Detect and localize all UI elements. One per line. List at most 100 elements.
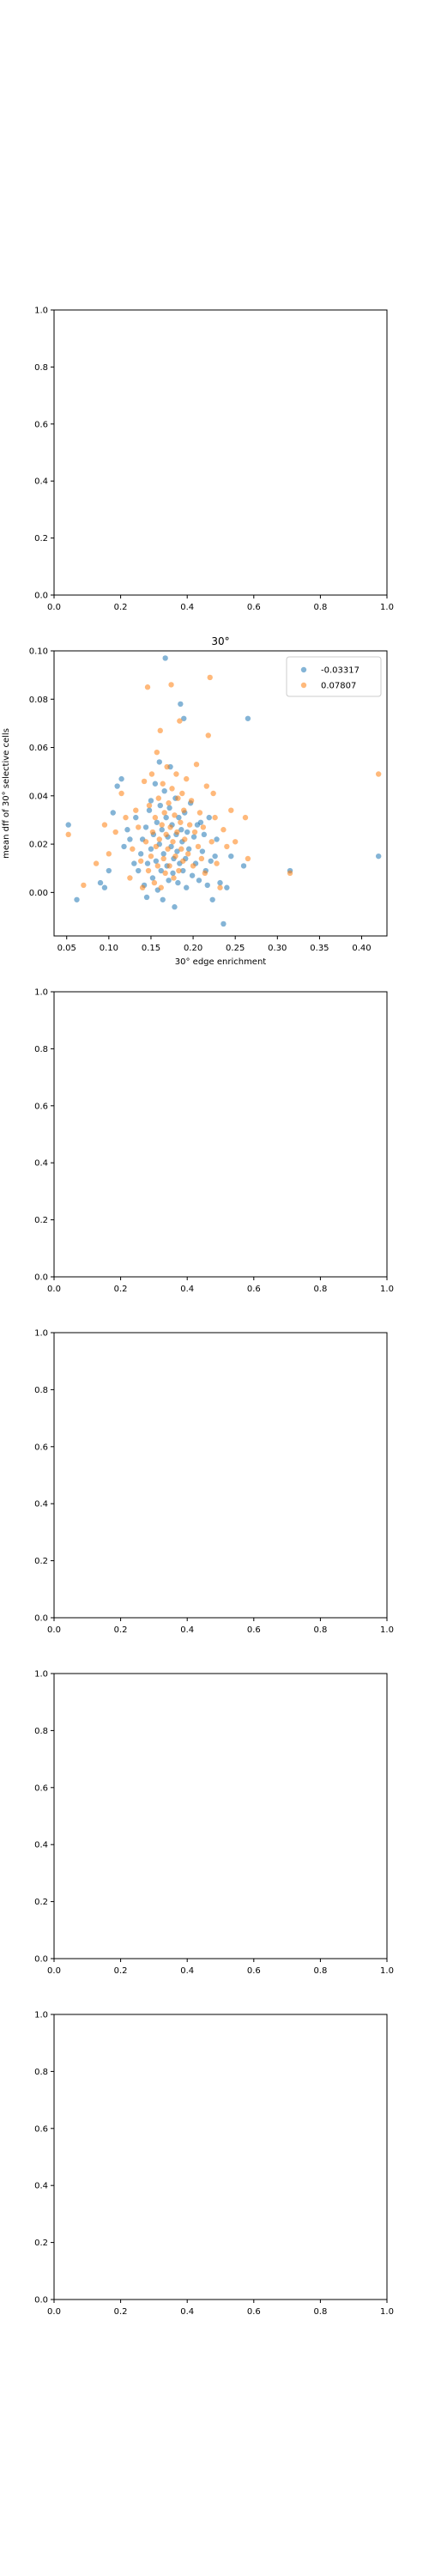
- y-tick-label: 0.2: [34, 2239, 48, 2248]
- scatter-point: [127, 875, 133, 881]
- scatter-point: [195, 843, 202, 850]
- scatter-point: [214, 860, 220, 866]
- scatter-point: [156, 836, 162, 842]
- scatter-point: [101, 884, 108, 890]
- y-tick-label: 0.06: [29, 744, 48, 753]
- x-tick-label: 0.6: [247, 1625, 261, 1635]
- scatter-point: [173, 771, 179, 777]
- scatter-point: [139, 884, 146, 890]
- scatter-point: [112, 829, 118, 835]
- y-tick-label: 0.2: [34, 1898, 48, 1907]
- scatter-point: [180, 867, 186, 874]
- scatter-point: [157, 802, 163, 809]
- scatter-point: [184, 884, 190, 890]
- scatter-point: [142, 824, 149, 830]
- y-tick-label: 0.8: [34, 1727, 48, 1736]
- scatter-point: [375, 853, 382, 860]
- x-tick-label: 0.20: [184, 944, 202, 953]
- y-tick-label: 0.8: [34, 363, 48, 373]
- scatter-point: [106, 851, 112, 857]
- x-tick-label: 0.8: [313, 1625, 327, 1635]
- scatter-point: [196, 810, 203, 816]
- scatter-point: [224, 884, 230, 890]
- x-tick-label: 0.6: [247, 1285, 261, 1294]
- x-tick-label: 0.2: [114, 1625, 128, 1635]
- x-tick-label: 0.4: [180, 1285, 194, 1294]
- y-tick-label: 1.0: [34, 2011, 48, 2020]
- x-tick-label: 0.0: [47, 2307, 61, 2317]
- scatter-point: [176, 867, 182, 874]
- scatter-point: [127, 836, 133, 842]
- scatter-point: [151, 879, 158, 886]
- x-tick-label: 0.0: [47, 1966, 61, 1976]
- scatter-point: [172, 853, 178, 860]
- y-tick-label: 0.8: [34, 1045, 48, 1054]
- x-tick-label: 0.30: [268, 944, 287, 953]
- scatter-point: [149, 875, 156, 881]
- scatter-point: [155, 795, 162, 801]
- scatter-point: [145, 867, 152, 874]
- scatter-point: [184, 851, 191, 857]
- scatter-point: [184, 829, 190, 835]
- scatter-point: [208, 858, 214, 864]
- scatter-point: [97, 879, 104, 886]
- scatter-point: [166, 800, 172, 806]
- scatter-point: [209, 896, 215, 902]
- scatter-point: [160, 855, 166, 862]
- scatter-point: [159, 827, 165, 833]
- scatter-point: [148, 853, 154, 860]
- scatter-point: [203, 783, 209, 789]
- y-tick-label: 0.4: [34, 1841, 48, 1850]
- y-tick-label: 0.6: [34, 1783, 48, 1793]
- y-tick-label: 0.08: [29, 696, 48, 705]
- scatter-point: [110, 810, 116, 816]
- plot-area-1: [53, 309, 388, 596]
- scatter-point: [184, 775, 190, 782]
- scatter-point: [214, 836, 220, 842]
- scatter-point: [202, 870, 208, 877]
- scatter-point: [212, 814, 218, 821]
- y-axis-label: mean dff of 30° selective cells: [2, 728, 11, 859]
- plot-area-4: [53, 1332, 388, 1619]
- scatter-point: [208, 839, 214, 845]
- scatter-point: [177, 718, 183, 724]
- scatter-point: [137, 858, 144, 864]
- scatter-point: [189, 872, 196, 878]
- scatter-point: [217, 879, 223, 886]
- scatter-point: [153, 843, 160, 850]
- scatter-point: [152, 781, 159, 787]
- scatter-point: [136, 867, 142, 874]
- scatter-point: [114, 783, 120, 789]
- legend-label: -0.03317: [321, 666, 360, 676]
- y-tick-label: 0.00: [29, 889, 48, 898]
- scatter-point: [245, 855, 251, 862]
- x-tick-label: 0.4: [180, 603, 194, 612]
- y-tick-label: 0.10: [29, 647, 48, 657]
- scatter-point: [133, 807, 139, 813]
- plot-area-3: [53, 991, 388, 1278]
- scatter-point: [160, 896, 166, 902]
- x-tick-label: 1.0: [380, 2307, 394, 2317]
- scatter-point: [191, 829, 198, 835]
- y-tick-label: 1.0: [34, 988, 48, 998]
- scatter-point: [185, 846, 192, 852]
- x-tick-label: 1.0: [380, 603, 394, 612]
- scatter-point: [153, 858, 160, 864]
- x-tick-label: 0.2: [114, 2307, 128, 2317]
- scatter-point: [124, 827, 130, 833]
- scatter-point: [179, 790, 185, 797]
- x-tick-label: 0.4: [180, 1625, 194, 1635]
- y-tick-label: 0.02: [29, 841, 48, 850]
- scatter-point: [175, 795, 181, 801]
- scatter-point: [375, 771, 382, 777]
- scatter-point: [176, 814, 182, 821]
- y-tick-label: 0.4: [34, 1500, 48, 1510]
- scatter-point: [178, 846, 184, 852]
- scatter-point: [154, 819, 160, 825]
- scatter-point: [171, 875, 177, 881]
- scatter-point: [174, 829, 180, 835]
- x-tick-label: 0.8: [313, 2307, 327, 2317]
- scatter-point: [106, 867, 112, 874]
- x-tick-label: 1.0: [380, 1625, 394, 1635]
- scatter-point: [196, 878, 202, 884]
